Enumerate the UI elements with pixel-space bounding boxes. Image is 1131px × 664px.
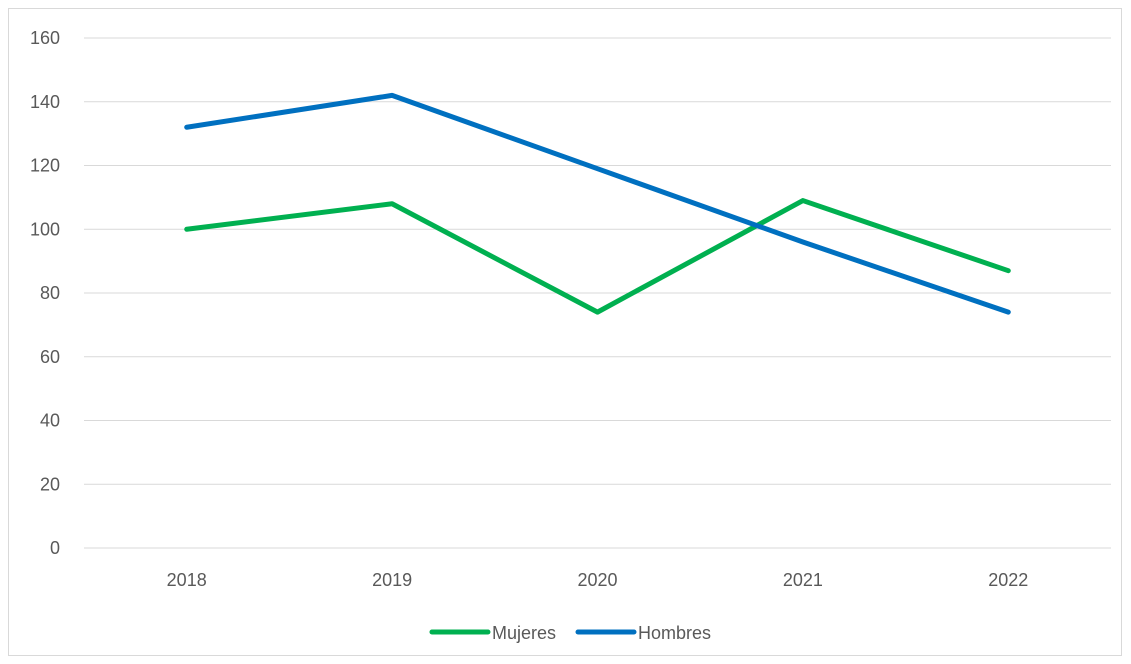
x-tick-label: 2019 — [372, 570, 412, 590]
series-lines — [184, 92, 1011, 315]
x-tick-label: 2022 — [988, 570, 1028, 590]
y-tick-label: 80 — [40, 283, 60, 303]
legend: Mujeres Hombres — [429, 623, 711, 643]
y-tick-label: 60 — [40, 347, 60, 367]
series-line-hombres — [184, 92, 1011, 315]
x-axis-tick-labels: 2018 2019 2020 2021 2022 — [167, 570, 1029, 590]
legend-item-mujeres: Mujeres — [429, 623, 556, 643]
gridlines — [84, 37, 1111, 549]
y-tick-label: 100 — [30, 219, 60, 239]
legend-label: Mujeres — [492, 623, 556, 643]
x-tick-label: 2018 — [167, 570, 207, 590]
x-tick-label: 2020 — [577, 570, 617, 590]
x-tick-label: 2021 — [783, 570, 823, 590]
legend-label: Hombres — [638, 623, 711, 643]
y-tick-label: 160 — [30, 28, 60, 48]
y-tick-label: 20 — [40, 474, 60, 494]
legend-item-hombres: Hombres — [575, 623, 711, 643]
y-tick-label: 140 — [30, 92, 60, 112]
series-line-mujeres — [184, 198, 1011, 315]
y-axis-tick-labels: 0 20 40 60 80 100 120 140 160 — [30, 28, 60, 558]
y-tick-label: 40 — [40, 411, 60, 431]
y-tick-label: 120 — [30, 156, 60, 176]
y-tick-label: 0 — [50, 538, 60, 558]
